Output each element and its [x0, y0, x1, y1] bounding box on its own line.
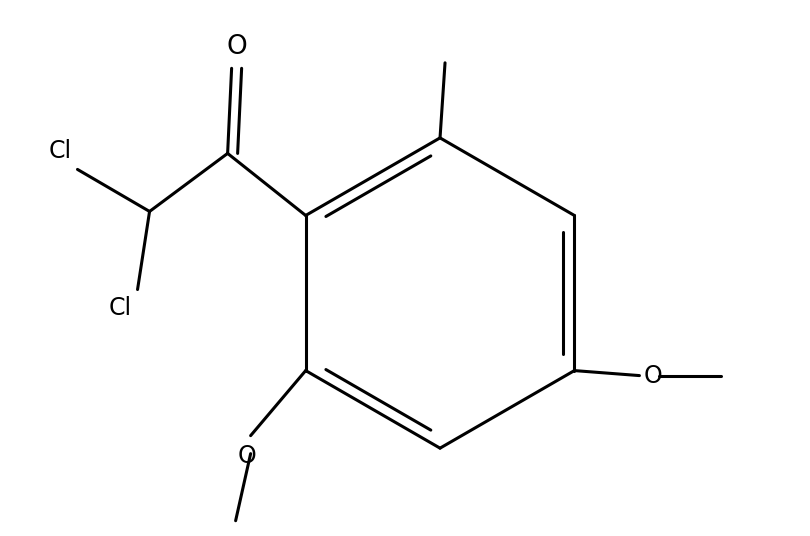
Text: Cl: Cl	[109, 295, 131, 319]
Text: O: O	[237, 444, 256, 467]
Text: Cl: Cl	[49, 139, 71, 163]
Text: O: O	[643, 363, 663, 388]
Text: O: O	[226, 34, 247, 61]
